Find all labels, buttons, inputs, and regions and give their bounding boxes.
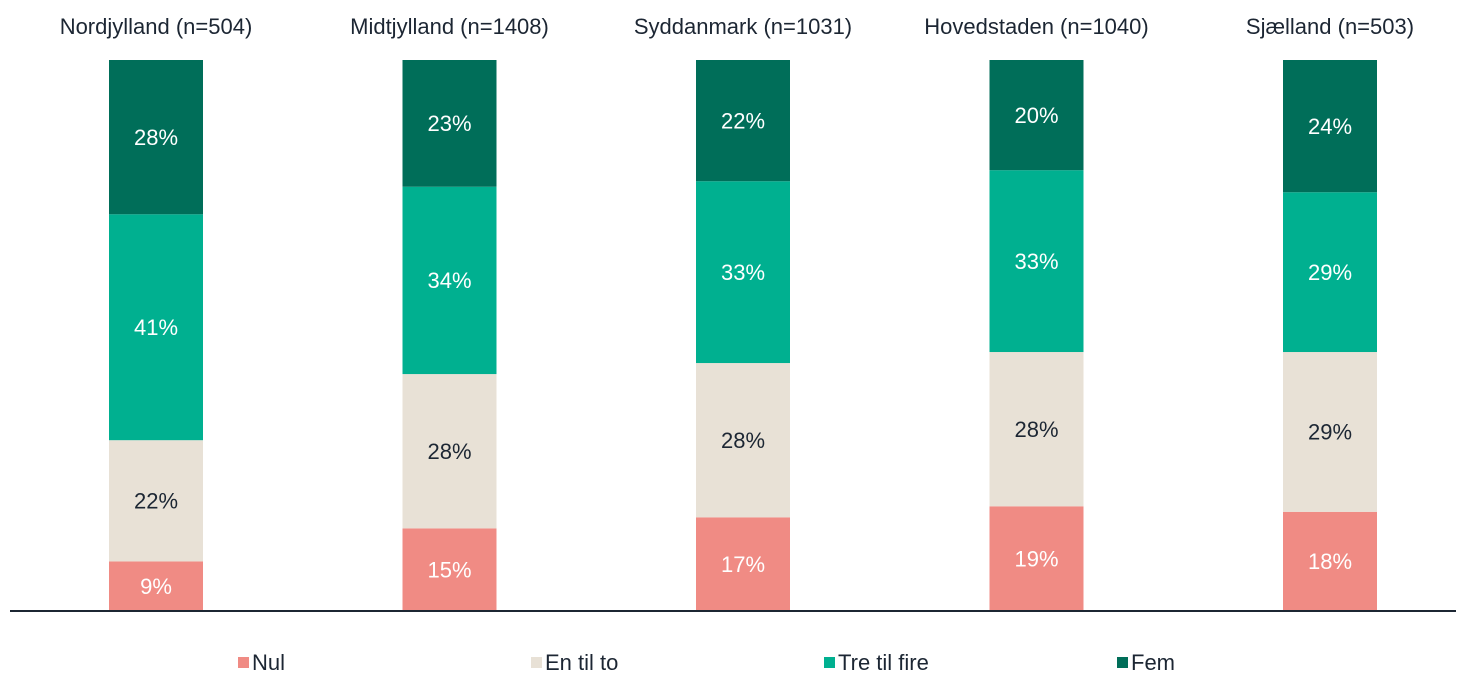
bar-segment bbox=[696, 181, 790, 364]
category-label: Nordjylland (n=504) bbox=[60, 14, 253, 39]
data-label: 33% bbox=[721, 260, 765, 285]
category-label: Syddanmark (n=1031) bbox=[634, 14, 852, 39]
bar-segment bbox=[989, 352, 1084, 507]
legend-label: En til to bbox=[545, 650, 618, 673]
bar-segment bbox=[402, 186, 497, 375]
data-label: 15% bbox=[427, 557, 471, 582]
data-label: 22% bbox=[134, 489, 178, 514]
bar-segment bbox=[1283, 60, 1377, 193]
bar-segment bbox=[989, 506, 1084, 611]
data-label: 29% bbox=[1308, 420, 1352, 445]
bar-segment bbox=[989, 60, 1084, 171]
data-label: 33% bbox=[1014, 249, 1058, 274]
legend-label: Fem bbox=[1131, 650, 1175, 673]
data-label: 19% bbox=[1014, 546, 1058, 571]
legend-swatch bbox=[531, 657, 542, 668]
bar-segment bbox=[1283, 352, 1377, 512]
bar-segment bbox=[402, 528, 497, 611]
legend-label: Tre til fire bbox=[838, 650, 929, 673]
data-label: 28% bbox=[134, 125, 178, 150]
data-label: 41% bbox=[134, 315, 178, 340]
bar-segment bbox=[1283, 192, 1377, 353]
bar-segment bbox=[109, 60, 203, 215]
bar-segment bbox=[696, 363, 790, 518]
data-label: 23% bbox=[427, 111, 471, 136]
legend-swatch bbox=[1117, 657, 1128, 668]
data-label: 28% bbox=[427, 439, 471, 464]
data-label: 28% bbox=[721, 428, 765, 453]
bar-segment bbox=[109, 440, 203, 562]
bar-segment bbox=[402, 60, 497, 187]
bar-segment bbox=[109, 214, 203, 441]
bar-segment bbox=[109, 561, 203, 611]
data-label: 9% bbox=[140, 574, 172, 599]
category-label: Hovedstaden (n=1040) bbox=[924, 14, 1148, 39]
legend-swatch bbox=[824, 657, 835, 668]
legend-swatch bbox=[238, 657, 249, 668]
category-label: Sjælland (n=503) bbox=[1246, 14, 1414, 39]
data-label: 22% bbox=[721, 108, 765, 133]
legend-label: Nul bbox=[252, 650, 285, 673]
data-label: 24% bbox=[1308, 114, 1352, 139]
bar-segment bbox=[402, 374, 497, 529]
bar-segment bbox=[696, 517, 790, 611]
bar-segment bbox=[1283, 511, 1377, 611]
category-label: Midtjylland (n=1408) bbox=[350, 14, 549, 39]
data-label: 29% bbox=[1308, 260, 1352, 285]
data-label: 28% bbox=[1014, 417, 1058, 442]
data-label: 34% bbox=[427, 268, 471, 293]
bar-segment bbox=[989, 170, 1084, 353]
data-label: 17% bbox=[721, 552, 765, 577]
data-label: 20% bbox=[1014, 103, 1058, 128]
bar-segment bbox=[696, 60, 790, 182]
data-label: 18% bbox=[1308, 549, 1352, 574]
